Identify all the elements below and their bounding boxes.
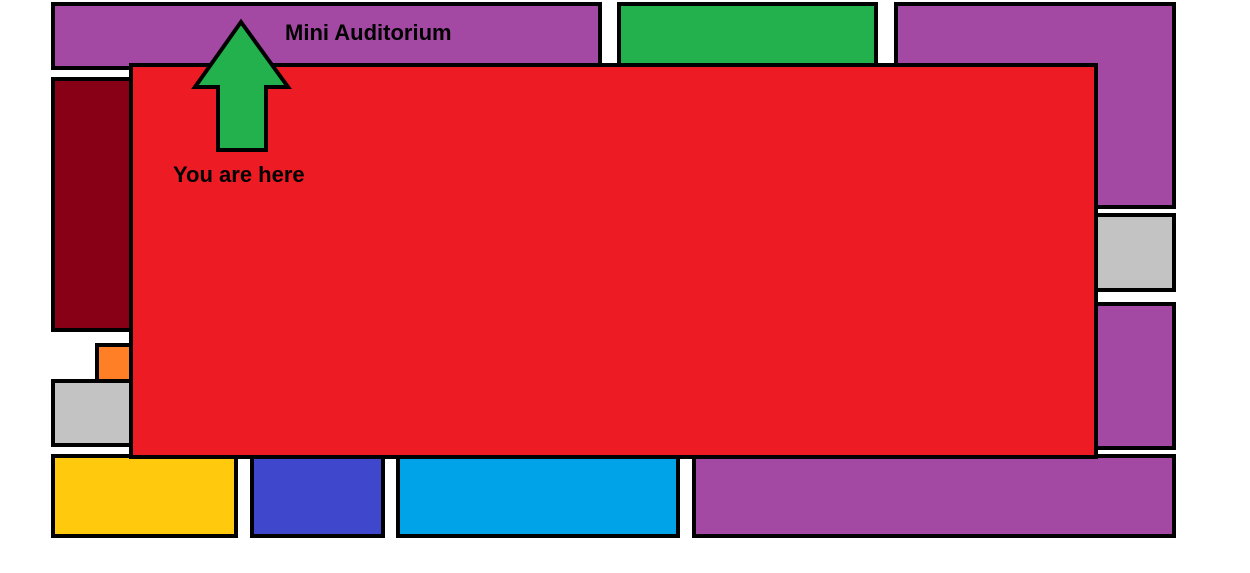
purple-room-right <box>1091 302 1176 450</box>
yellow-room-bottom <box>51 454 238 538</box>
turquoise-room-bottom <box>396 454 680 538</box>
purple-room-bottom-right <box>692 454 1176 538</box>
blue-room-bottom <box>250 454 385 538</box>
you-are-here-label: You are here <box>173 162 305 187</box>
mini-auditorium-label: Mini Auditorium <box>285 20 452 45</box>
gray-room-left <box>51 379 137 447</box>
green-room-top <box>617 2 878 70</box>
up-arrow-icon <box>191 18 292 152</box>
up-arrow-shape <box>191 18 292 152</box>
gray-room-right <box>1091 213 1176 292</box>
dark-red-room-left <box>51 77 137 332</box>
main-hall <box>129 63 1098 459</box>
